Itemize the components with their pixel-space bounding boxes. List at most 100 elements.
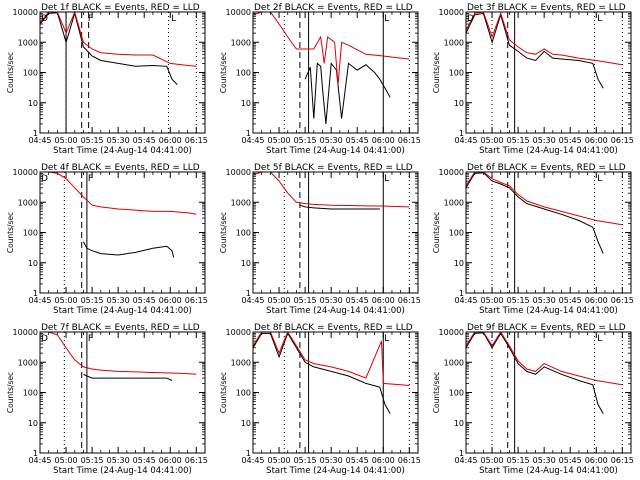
- panel-title: Det 7f BLACK = Events, RED = LLD: [41, 323, 200, 333]
- x-tick-label: 04:45: [454, 456, 477, 465]
- y-tick-label: 1000: [444, 38, 464, 47]
- annotation-label: F: [88, 14, 93, 24]
- plot-frame: [252, 331, 419, 454]
- annotation-label: L: [597, 334, 602, 344]
- x-axis-label: Start Time (24-Aug-14 04:41:00): [479, 146, 618, 156]
- y-axis-label: Counts/sec: [432, 372, 441, 413]
- y-tick-label: 1: [33, 289, 38, 298]
- panel-title: Det 2f BLACK = Events, RED = LLD: [254, 3, 413, 13]
- plot-frame: [252, 171, 419, 294]
- chart-panel-9: Det 9f BLACK = Events, RED = LLD 1 10 100 10…: [432, 323, 634, 476]
- y-axis-label: Counts/sec: [6, 52, 15, 93]
- x-axis-label: Start Time (24-Aug-14 04:41:00): [53, 466, 192, 476]
- x-tick-label: 05:45: [133, 456, 156, 465]
- series-line-events: [40, 12, 178, 85]
- plot-frame: [465, 171, 632, 294]
- x-tick-label: 06:00: [585, 456, 608, 465]
- x-tick-label: 05:45: [559, 136, 582, 145]
- y-tick-label: 1000: [231, 198, 251, 207]
- y-tick-label: 10: [241, 99, 251, 108]
- y-tick-label: 10: [454, 259, 464, 268]
- x-tick-label: 04:45: [241, 136, 264, 145]
- series-line-lld: [466, 172, 623, 226]
- x-tick-label: 05:00: [55, 136, 78, 145]
- x-tick-label: 06:15: [398, 296, 421, 305]
- panel-title: Det 1f BLACK = Events, RED = LLD: [41, 3, 200, 13]
- x-tick-label: 06:15: [185, 296, 208, 305]
- series-line-lld: [253, 332, 410, 386]
- annotation-label: D: [41, 334, 48, 344]
- plot-frame: [252, 11, 419, 134]
- annotation-label: L: [171, 14, 176, 24]
- x-tick-label: 05:00: [55, 456, 78, 465]
- panel-title: Det 5f BLACK = Events, RED = LLD: [254, 163, 413, 173]
- x-tick-label: 05:15: [294, 296, 317, 305]
- x-tick-label: 05:00: [268, 296, 291, 305]
- y-tick-label: 1: [246, 449, 251, 458]
- x-tick-label: 06:00: [159, 296, 182, 305]
- plot-frame: [465, 11, 632, 134]
- panel-title: Det 4f BLACK = Events, RED = LLD: [41, 163, 200, 173]
- x-tick-label: 05:00: [55, 296, 78, 305]
- y-tick-label: 10000: [13, 168, 38, 177]
- x-tick-label: 05:30: [533, 296, 556, 305]
- x-tick-label: 06:00: [585, 136, 608, 145]
- x-tick-label: 05:45: [133, 136, 156, 145]
- x-tick-label: 05:30: [533, 136, 556, 145]
- x-tick-label: 05:15: [507, 456, 530, 465]
- annotation-label: L: [597, 14, 602, 24]
- x-axis-label: Start Time (24-Aug-14 04:41:00): [266, 466, 405, 476]
- y-tick-label: 1000: [18, 198, 38, 207]
- x-tick-label: 05:00: [481, 456, 504, 465]
- annotation-label: L: [384, 334, 389, 344]
- annotation-label: L: [597, 174, 602, 184]
- y-tick-label: 100: [449, 69, 464, 78]
- y-tick-label: 100: [449, 229, 464, 238]
- x-tick-label: 05:30: [107, 136, 130, 145]
- chart-panel-8: Det 8f BLACK = Events, RED = LLD 1 10 100 10…: [219, 323, 421, 476]
- series-line-lld: [40, 172, 197, 215]
- y-tick-label: 1000: [18, 38, 38, 47]
- panel-title: Det 8f BLACK = Events, RED = LLD: [254, 323, 413, 333]
- y-axis-label: Counts/sec: [432, 52, 441, 93]
- y-tick-label: 1000: [444, 358, 464, 367]
- x-tick-label: 06:00: [159, 136, 182, 145]
- series-line-lld: [466, 332, 623, 386]
- chart-panel-5: Det 5f BLACK = Events, RED = LLD 1 10 100 10…: [219, 163, 421, 316]
- x-tick-label: 05:15: [507, 136, 530, 145]
- annotation-label: L: [384, 174, 389, 184]
- y-tick-label: 100: [23, 389, 38, 398]
- x-tick-label: 06:00: [585, 296, 608, 305]
- y-tick-label: 100: [23, 229, 38, 238]
- x-tick-label: 04:45: [241, 456, 264, 465]
- annotation-label: F: [88, 334, 93, 344]
- x-tick-label: 05:45: [559, 296, 582, 305]
- series-line-lld: [40, 12, 197, 67]
- chart-panel-1: Det 1f BLACK = Events, RED = LLD 1 10 100 10…: [6, 3, 208, 156]
- y-tick-label: 100: [236, 389, 251, 398]
- annotation-label: L: [384, 14, 389, 24]
- series-line-events: [253, 332, 391, 414]
- x-tick-label: 05:30: [320, 136, 343, 145]
- y-tick-label: 10000: [226, 168, 251, 177]
- chart-panel-3: Det 3f BLACK = Events, RED = LLD 1 10 100 10…: [432, 3, 634, 156]
- y-tick-label: 1000: [231, 38, 251, 47]
- x-tick-label: 06:15: [398, 136, 421, 145]
- y-tick-label: 10000: [226, 8, 251, 17]
- x-tick-label: 04:45: [454, 136, 477, 145]
- x-tick-label: 04:45: [28, 456, 51, 465]
- y-tick-label: 10000: [13, 328, 38, 337]
- y-tick-label: 10000: [439, 8, 464, 17]
- x-tick-label: 06:15: [398, 456, 421, 465]
- x-tick-label: 05:15: [81, 456, 104, 465]
- x-tick-label: 06:15: [185, 136, 208, 145]
- x-tick-label: 05:45: [346, 456, 369, 465]
- series-line-events: [304, 62, 391, 124]
- x-tick-label: 06:00: [159, 456, 182, 465]
- y-tick-label: 10: [28, 99, 38, 108]
- y-tick-label: 10: [28, 259, 38, 268]
- x-axis-label: Start Time (24-Aug-14 04:41:00): [479, 306, 618, 316]
- x-tick-label: 04:45: [28, 296, 51, 305]
- x-tick-label: 05:45: [559, 456, 582, 465]
